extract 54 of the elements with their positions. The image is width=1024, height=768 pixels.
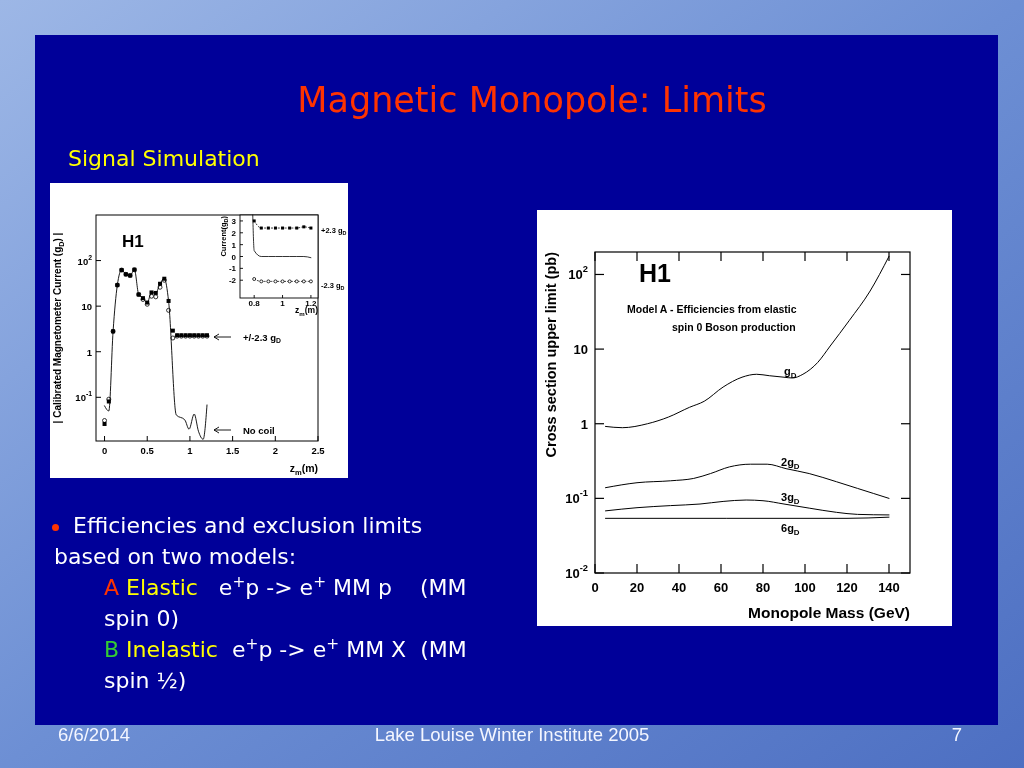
- series-label: 2g$_{D}$: [781, 455, 800, 471]
- annotation: H1: [639, 259, 672, 287]
- text: Efficiencies and exclusion limits based on two models:: [54, 512, 424, 571]
- x-tick-label: 80: [755, 579, 771, 595]
- x-tick-label: 60: [713, 579, 729, 595]
- text: 6/6/2014: [58, 724, 131, 746]
- x-tick-label: 1.2: [305, 298, 318, 308]
- x-tick-label: 100: [794, 579, 816, 595]
- annotation: H1: [122, 231, 144, 251]
- x-tick-label: 120: [836, 579, 858, 595]
- y-tick-label: -2: [228, 275, 237, 285]
- text: Magnetic Monopole: Limits: [296, 80, 768, 121]
- y-tick-label: 0: [231, 252, 237, 261]
- text: Lake Louise Winter Institute 2005: [373, 724, 651, 746]
- text: B Inelastic e$^{+}$p -> e$^{+}$ MM X (MM spin ½): [104, 634, 467, 693]
- x-axis-title: z$_{m}$(m): [295, 305, 319, 317]
- x-axis-title: Monopole Mass (GeV): [748, 603, 910, 621]
- x-tick-label: 1.5: [226, 444, 240, 456]
- y-tick-label: 10$^{2}$: [77, 253, 93, 267]
- x-tick-label: 140: [878, 579, 900, 595]
- y-tick-label: 10$^{-1}$: [565, 488, 588, 506]
- series-label: 6g$_{D}$: [781, 522, 800, 538]
- y-tick-label: 10$^{2}$: [568, 264, 588, 282]
- text: Signal Simulation: [68, 146, 260, 172]
- y-tick-label: 10$^{-1}$: [75, 390, 93, 403]
- x-tick-label: 2.5: [311, 444, 326, 456]
- y-tick-label: 10: [81, 300, 92, 312]
- y-tick-label: -1: [228, 263, 237, 273]
- text: 7: [950, 724, 962, 746]
- text: A Elastic e$^{+}$p -> e$^{+}$ MM p (MM spin 0): [104, 572, 467, 631]
- y-axis-title: Cross section upper limit (pb): [543, 251, 559, 458]
- x-tick-label: 20: [629, 579, 645, 595]
- y-tick-label: 1: [231, 240, 237, 250]
- x-tick-label: 2: [272, 444, 278, 456]
- x-tick-label: 1: [187, 444, 194, 456]
- y-tick-label: 10: [573, 341, 588, 357]
- x-tick-label: 0.5: [140, 444, 155, 456]
- annotation: Model A - Efficiencies from elastic: [627, 303, 797, 315]
- annotation: +/-2.3 g$_{D}$: [243, 331, 281, 344]
- y-tick-label: 1: [580, 416, 588, 432]
- y-tick-label: 3: [231, 216, 237, 226]
- y-tick-label: 10$^{-2}$: [565, 563, 588, 581]
- series-label: g$_{D}$: [784, 364, 797, 380]
- series-label: 3g$_{D}$: [781, 491, 800, 507]
- x-tick-label: 40: [671, 579, 687, 595]
- annotation: spin 0 Boson production: [672, 321, 796, 333]
- y-tick-label: 2: [231, 228, 237, 238]
- x-tick-label: 1: [280, 298, 286, 308]
- x-tick-label: 0: [101, 444, 108, 456]
- annotation: No coil: [243, 424, 275, 436]
- x-axis-title: z$_{m}$(m): [289, 462, 318, 477]
- y-tick-label: 1: [86, 346, 93, 358]
- x-tick-label: 0.8: [248, 298, 261, 308]
- x-tick-label: 0: [591, 579, 599, 595]
